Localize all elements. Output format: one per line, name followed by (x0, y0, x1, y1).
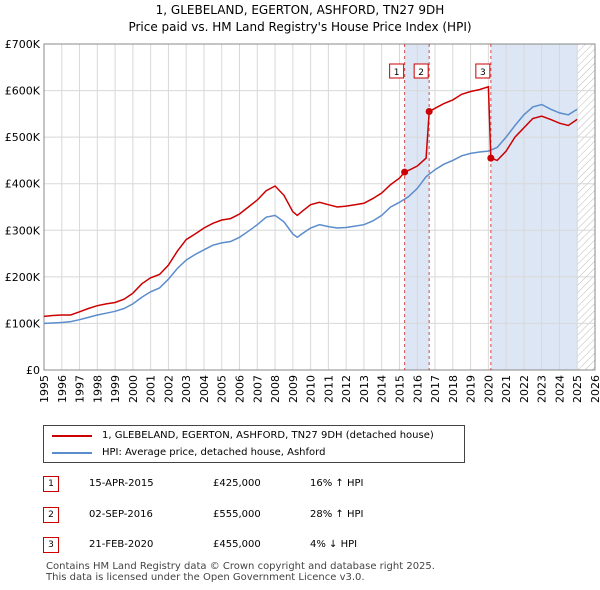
hpi-line (43, 103, 578, 325)
x-tick-label: 2006 (234, 375, 247, 403)
x-tick-label: 2003 (180, 375, 193, 403)
chart-legend: 1, GLEBELAND, EGERTON, ASHFORD, TN27 9DH… (43, 425, 465, 463)
x-tick-label: 2025 (571, 375, 584, 403)
sale-date: 02-SEP-2016 (89, 509, 153, 520)
legend-label-property: 1, GLEBELAND, EGERTON, ASHFORD, TN27 9DH… (102, 430, 434, 441)
x-tick-label: 2012 (340, 375, 353, 403)
chart-subtitle: Price paid vs. HM Land Registry's House … (128, 20, 472, 34)
sale-row-3: 3 21-FEB-2020 £455,000 4% ↓ HPI (43, 537, 583, 553)
legend-label-hpi: HPI: Average price, detached house, Ashf… (102, 447, 326, 458)
x-tick-label: 1995 (38, 375, 51, 403)
footer-copyright: Contains HM Land Registry data © Crown c… (46, 561, 435, 572)
property-price-line (43, 85, 578, 318)
x-tick-label: 2013 (358, 375, 371, 403)
sale-number-badge: 2 (43, 507, 59, 523)
x-tick-label: 2019 (465, 375, 478, 403)
sale-row-2: 2 02-SEP-2016 £555,000 28% ↑ HPI (43, 507, 583, 523)
x-tick-label: 2016 (411, 375, 424, 403)
sale-hpi-change: 28% ↑ HPI (310, 509, 364, 520)
x-tick-label: 2014 (376, 375, 389, 403)
y-tick-label: £600K (5, 85, 41, 98)
x-tick-label: 1997 (74, 375, 87, 403)
x-tick-label: 2021 (500, 375, 513, 403)
x-tick-label: 1999 (109, 375, 122, 403)
x-tick-label: 2020 (482, 375, 495, 403)
sale-badge-1 (389, 63, 405, 79)
sale-badge-label-2: 2 (418, 68, 424, 78)
sale-date: 21-FEB-2020 (89, 539, 154, 550)
x-tick-label: 2017 (429, 375, 442, 403)
x-tick-label: 2005 (216, 375, 229, 403)
x-tick-label: 2015 (393, 375, 406, 403)
x-tick-label: 2018 (447, 375, 460, 403)
y-tick-label: £400K (5, 178, 41, 191)
sale-number-badge: 1 (43, 476, 59, 492)
y-tick-label: £0 (26, 364, 40, 377)
x-tick-label: 2004 (198, 375, 211, 403)
sale-point-3 (487, 154, 495, 162)
x-tick-label: 2009 (287, 375, 300, 403)
forecast-hatch (577, 44, 595, 370)
sale-badge-label-1: 1 (394, 68, 400, 78)
legend-swatch-property (52, 435, 92, 437)
legend-swatch-hpi (52, 452, 92, 454)
sale-badge-3 (475, 63, 491, 79)
sale-row-1: 1 15-APR-2015 £425,000 16% ↑ HPI (43, 476, 583, 492)
y-tick-label: £500K (5, 131, 41, 144)
sale-price: £555,000 (213, 509, 261, 520)
y-tick-label: £300K (5, 224, 41, 237)
x-tick-label: 2007 (251, 375, 264, 403)
shaded-region-2 (490, 44, 578, 370)
sale-point-2 (425, 108, 433, 116)
sale-price: £455,000 (213, 539, 261, 550)
sale-price: £425,000 (213, 478, 261, 489)
footer-license: This data is licensed under the Open Gov… (46, 572, 365, 583)
x-tick-label: 2008 (269, 375, 282, 403)
y-tick-label: £100K (5, 317, 41, 330)
sale-hpi-change: 16% ↑ HPI (310, 478, 364, 489)
sale-hpi-change: 4% ↓ HPI (310, 539, 358, 550)
x-tick-label: 2002 (162, 375, 175, 403)
plot-frame (43, 43, 596, 371)
x-tick-label: 2022 (518, 375, 531, 403)
x-tick-label: 1998 (91, 375, 104, 403)
y-tick-label: £700K (5, 38, 41, 51)
sale-badge-label-3: 3 (480, 68, 486, 78)
x-tick-label: 1996 (56, 375, 69, 403)
sale-number-badge: 3 (43, 537, 59, 553)
chart-title-address: 1, GLEBELAND, EGERTON, ASHFORD, TN27 9DH (155, 3, 445, 17)
x-tick-label: 2000 (127, 375, 140, 403)
x-tick-label: 2010 (305, 375, 318, 403)
x-tick-label: 2001 (145, 375, 158, 403)
x-tick-label: 2011 (322, 375, 335, 403)
x-tick-label: 2024 (553, 375, 566, 403)
sale-point-1 (401, 168, 409, 176)
y-tick-label: £200K (5, 271, 41, 284)
x-tick-label: 2023 (536, 375, 549, 403)
sale-date: 15-APR-2015 (89, 478, 154, 489)
x-tick-label: 2026 (589, 375, 600, 403)
price-chart: 1 2 3 £0 £100K £200K £300K £400K £500K £600K £700K… (5, 38, 600, 403)
sale-badge-2 (413, 63, 429, 79)
